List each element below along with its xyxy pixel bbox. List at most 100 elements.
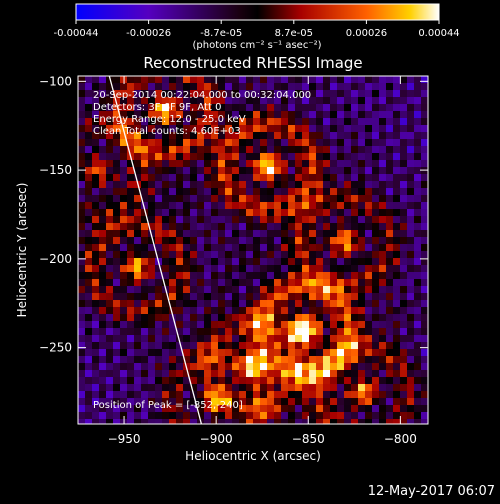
heatmap-cell [379,419,386,424]
heatmap-cell [351,125,358,132]
heatmap-cell [344,209,351,216]
heatmap-cell [379,265,386,272]
heatmap-cell [78,97,85,104]
heatmap-cell [225,104,232,111]
heatmap-cell [127,146,134,153]
heatmap-cell [204,202,211,209]
heatmap-cell [414,265,421,272]
heatmap-cell [386,181,393,188]
heatmap-cell [260,286,267,293]
heatmap-cell [407,188,414,195]
heatmap-cell [211,111,218,118]
heatmap-cell [218,391,225,398]
heatmap-cell [204,356,211,363]
heatmap-cell [232,342,239,349]
heatmap-cell [239,104,246,111]
heatmap-cell [78,118,85,125]
heatmap-cell [169,195,176,202]
heatmap-cell [141,279,148,286]
heatmap-cell [120,342,127,349]
heatmap-cell [302,244,309,251]
heatmap-cell [260,293,267,300]
heatmap-cell [379,153,386,160]
heatmap-cell [176,363,183,370]
heatmap-cell [351,111,358,118]
heatmap-cell [183,209,190,216]
heatmap-cell [393,251,400,258]
heatmap-cell [323,118,330,125]
heatmap-cell [113,83,120,90]
heatmap-cell [92,265,99,272]
heatmap-cell [148,181,155,188]
heatmap-cell [372,286,379,293]
heatmap-cell [190,146,197,153]
heatmap-cell [407,160,414,167]
heatmap-cell [106,188,113,195]
heatmap-cell [309,272,316,279]
heatmap-cell [148,314,155,321]
heatmap-cell [225,391,232,398]
heatmap-cell [134,293,141,300]
heatmap-cell [386,419,393,424]
heatmap-cell [99,97,106,104]
heatmap-cell [281,223,288,230]
heatmap-cell [78,76,85,83]
heatmap-cell [337,202,344,209]
heatmap-cell [393,293,400,300]
heatmap-cell [246,90,253,97]
heatmap-cell [78,125,85,132]
heatmap-cell [141,202,148,209]
heatmap-cell [190,195,197,202]
heatmap-cell [218,258,225,265]
heatmap-cell [225,188,232,195]
heatmap-cell [253,139,260,146]
heatmap-cell [309,384,316,391]
heatmap-cell [204,181,211,188]
heatmap-cell [239,209,246,216]
heatmap-cell [330,230,337,237]
heatmap-cell [421,405,428,412]
heatmap-cell [183,90,190,97]
heatmap-cell [141,405,148,412]
heatmap-cell [372,160,379,167]
heatmap-cell [281,181,288,188]
heatmap-cell [176,335,183,342]
heatmap-cell [400,314,407,321]
heatmap-cell [183,181,190,188]
heatmap-cell [302,118,309,125]
heatmap-cell [176,153,183,160]
heatmap-cell [421,321,428,328]
heatmap-cell [295,363,302,370]
heatmap-cell [288,230,295,237]
heatmap-cell [155,188,162,195]
heatmap-cell [197,300,204,307]
heatmap-cell [239,237,246,244]
heatmap-cell [113,125,120,132]
heatmap-cell [183,314,190,321]
heatmap-cell [106,209,113,216]
heatmap-cell [134,328,141,335]
heatmap-cell [344,146,351,153]
heatmap-cell [344,251,351,258]
heatmap-cell [232,405,239,412]
heatmap-cell [197,97,204,104]
heatmap-cell [323,76,330,83]
colorbar-tick-label: 0.00026 [346,28,387,39]
heatmap-cell [386,132,393,139]
heatmap-cell [330,258,337,265]
heatmap-cell [393,328,400,335]
heatmap-cell [358,216,365,223]
heatmap-cell [155,174,162,181]
heatmap-cell [134,265,141,272]
heatmap-cell [379,279,386,286]
heatmap-cell [92,412,99,419]
heatmap-cell [211,251,218,258]
heatmap-cell [211,342,218,349]
heatmap-cell [379,412,386,419]
heatmap-cell [183,104,190,111]
heatmap-cell [176,258,183,265]
heatmap-cell [400,90,407,97]
heatmap-cell [421,258,428,265]
heatmap-cell [365,153,372,160]
heatmap-cell [302,76,309,83]
